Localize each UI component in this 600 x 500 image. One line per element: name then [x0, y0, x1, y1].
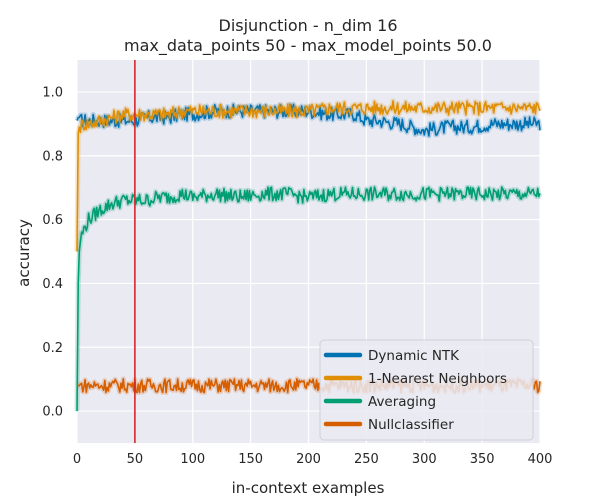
legend-label: Dynamic NTK	[368, 348, 460, 364]
legend-label: 1-Nearest Neighbors	[368, 371, 507, 387]
x-axis-label: in-context examples	[232, 479, 385, 497]
chart-subtitle: max_data_points 50 - max_model_points 50…	[124, 36, 492, 56]
legend-label: Averaging	[368, 394, 436, 410]
x-tick-label: 350	[470, 452, 495, 467]
y-tick-label: 0.0	[42, 405, 63, 420]
x-tick-label: 100	[180, 452, 205, 467]
y-tick-label: 0.4	[42, 277, 63, 292]
x-tick-label: 200	[296, 452, 321, 467]
legend-label: Nullclassifier	[368, 417, 454, 433]
x-tick-label: 400	[528, 452, 553, 467]
y-axis-label: accuracy	[15, 219, 33, 287]
series-line-dynamic-ntk	[76, 103, 541, 137]
y-tick-label: 0.6	[42, 213, 63, 228]
x-tick-label: 0	[73, 452, 81, 467]
y-tick-label: 0.2	[42, 341, 63, 356]
y-tick-label: 0.8	[42, 149, 63, 164]
x-tick-label: 50	[127, 452, 144, 467]
x-tick-label: 300	[412, 452, 437, 467]
legend-box	[319, 339, 534, 441]
chart-title: Disjunction - n_dim 16	[219, 16, 398, 36]
y-tick-label: 1.0	[42, 85, 63, 100]
series-line-averaging	[76, 186, 541, 412]
x-axis-ticks: 0 50 100 150 200 250 300 350 400	[73, 452, 553, 467]
legend: Dynamic NTK 1-Nearest Neighbors Averaging N…	[319, 339, 534, 441]
series-line-1-nearest-neighbors	[76, 100, 541, 252]
x-tick-label: 150	[238, 452, 263, 467]
x-tick-label: 250	[354, 452, 379, 467]
y-axis-ticks: 0.0 0.2 0.4 0.6 0.8 1.0	[42, 85, 63, 419]
